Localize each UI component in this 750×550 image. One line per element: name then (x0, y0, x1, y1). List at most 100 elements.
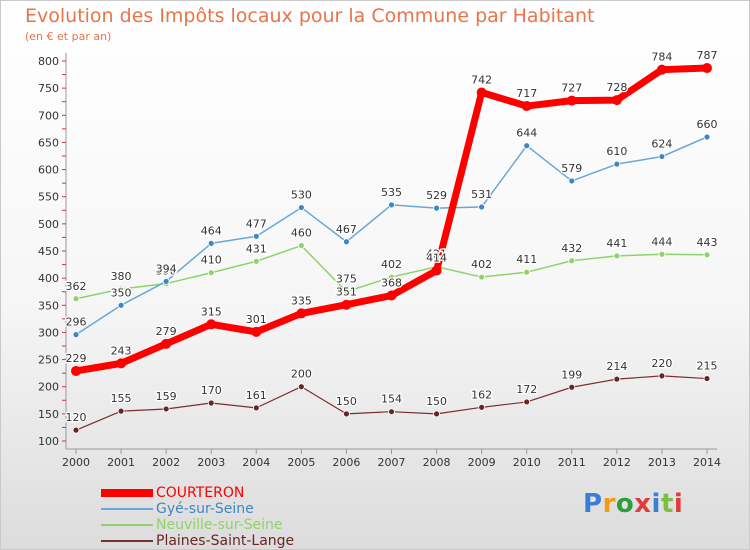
data-point (658, 153, 666, 160)
data-label: 296 (66, 316, 87, 329)
data-point (431, 265, 442, 276)
data-label: 431 (246, 242, 267, 255)
x-tick-label: 2009 (468, 456, 496, 469)
logo-letter: x (634, 489, 652, 519)
legend-swatch (101, 524, 153, 526)
data-point (568, 177, 576, 185)
y-tick-label: 200 (38, 381, 59, 394)
data-point (117, 301, 125, 309)
data-label: 154 (381, 393, 402, 406)
y-tick-label: 350 (38, 299, 59, 312)
data-point (703, 251, 711, 259)
data-label: 402 (471, 258, 492, 271)
x-tick-label: 2013 (648, 456, 676, 469)
data-point (523, 268, 531, 276)
data-label: 535 (381, 186, 402, 199)
data-point (206, 319, 217, 330)
legend-label: COURTERON (156, 485, 245, 501)
data-label: 421 (426, 248, 447, 261)
data-point (566, 95, 577, 106)
data-label: 150 (426, 395, 447, 408)
data-point (433, 204, 440, 212)
y-tick-label: 650 (38, 136, 59, 149)
data-label: 529 (426, 189, 447, 202)
data-point (252, 257, 260, 265)
data-point (296, 308, 307, 319)
data-label: 351 (336, 286, 357, 299)
data-point (117, 285, 125, 293)
data-point (568, 257, 576, 265)
y-tick-label: 450 (38, 245, 59, 258)
data-point (251, 326, 262, 337)
data-label: 150 (336, 395, 357, 408)
legend-label: Neuville-sur-Seine (156, 517, 283, 533)
data-label: 717 (516, 87, 537, 100)
data-label: 161 (246, 389, 267, 402)
legend-label: Plaines-Saint-Lange (156, 533, 295, 549)
data-label: 464 (201, 224, 222, 237)
data-label: 155 (111, 392, 132, 405)
x-tick-label: 2014 (693, 456, 721, 469)
data-point (386, 290, 397, 301)
data-label: 660 (697, 118, 718, 131)
data-label: 410 (201, 254, 222, 267)
x-tick-label: 2010 (513, 456, 541, 469)
data-label: 531 (471, 188, 492, 201)
data-label: 279 (156, 325, 177, 338)
data-label: 727 (561, 82, 582, 95)
data-label: 467 (336, 223, 357, 236)
data-label: 301 (246, 313, 267, 326)
x-tick-label: 2001 (107, 456, 135, 469)
data-label: 784 (651, 51, 672, 64)
data-point (388, 201, 395, 209)
data-point (343, 410, 350, 418)
chart-title: Evolution des Impôts locaux pour la Comm… (25, 5, 595, 27)
data-label: 477 (246, 217, 267, 230)
data-label: 199 (561, 368, 582, 381)
data-label: 159 (156, 390, 177, 403)
data-label: 394 (156, 262, 177, 275)
proxiti-logo: Proxiti (583, 489, 683, 519)
y-tick-label: 500 (38, 218, 59, 231)
data-point (433, 410, 440, 418)
data-label: 220 (651, 357, 672, 370)
data-point (388, 408, 395, 416)
data-point (613, 252, 621, 260)
data-label: 315 (201, 305, 222, 318)
data-label: 214 (606, 360, 627, 373)
data-label: 243 (111, 344, 132, 357)
data-point (702, 63, 712, 74)
data-label: 530 (291, 189, 312, 202)
data-point (658, 250, 666, 258)
data-point (72, 295, 80, 303)
chart-subtitle: (en € et par an) (25, 30, 112, 43)
logo-letter: P (583, 489, 603, 519)
x-tick-label: 2007 (378, 456, 406, 469)
data-label: 644 (516, 127, 537, 140)
data-point (207, 269, 215, 277)
data-label: 610 (606, 145, 627, 158)
x-tick-label: 2005 (287, 456, 315, 469)
logo-letter: t (660, 489, 674, 519)
data-point (523, 142, 531, 150)
legend-swatch (101, 508, 153, 510)
data-label: 579 (561, 162, 582, 175)
data-point (478, 403, 486, 411)
y-tick-label: 800 (38, 55, 59, 68)
data-label: 742 (471, 73, 492, 86)
data-point (117, 407, 125, 415)
data-point (162, 405, 170, 413)
data-point (523, 398, 531, 406)
data-point (72, 426, 80, 434)
x-tick-label: 2002 (152, 456, 180, 469)
x-tick-label: 2006 (332, 456, 360, 469)
series-line-1 (75, 136, 708, 336)
y-tick-label: 700 (38, 109, 59, 122)
x-tick-label: 2011 (558, 456, 586, 469)
legend-label: Gyé-sur-Seine (156, 501, 254, 517)
data-point (613, 160, 621, 168)
y-tick-label: 150 (38, 408, 59, 421)
data-point (343, 288, 350, 296)
data-label: 215 (697, 360, 718, 373)
